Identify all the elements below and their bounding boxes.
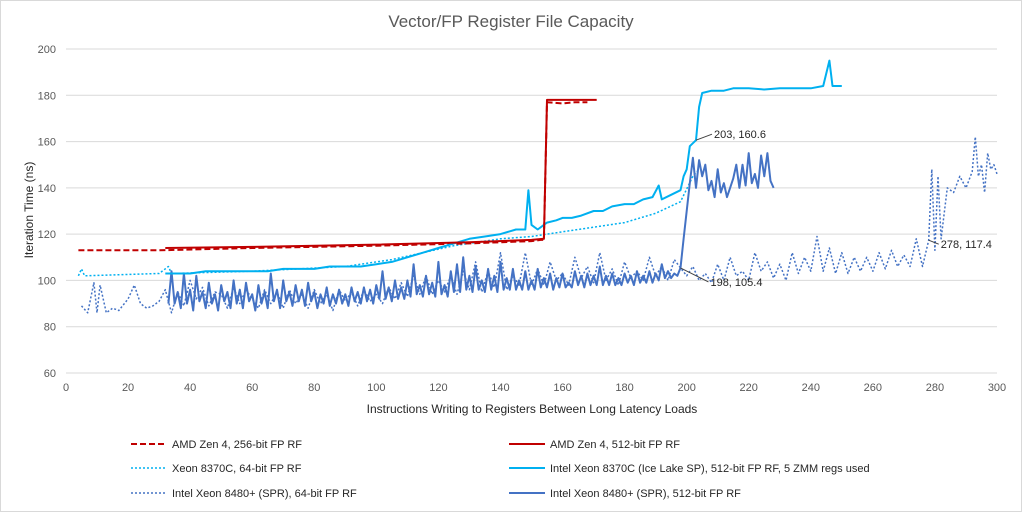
- y-tick-label: 160: [38, 137, 56, 149]
- annotation-label: 203, 160.6: [714, 129, 766, 141]
- series-line: [165, 59, 842, 275]
- annotation-leader: [928, 239, 939, 245]
- legend-label: Intel Xeon 8370C (Ice Lake SP), 512-bit …: [550, 463, 870, 475]
- y-tick-label: 180: [38, 90, 56, 102]
- series-line: [78, 101, 588, 252]
- legend: AMD Zen 4, 256-bit FP RF AMD Zen 4, 512-b…: [131, 439, 870, 500]
- x-tick-label: 160: [553, 382, 571, 394]
- legend-label: AMD Zen 4, 512-bit FP RF: [550, 439, 680, 451]
- legend-label: Intel Xeon 8480+ (SPR), 64-bit FP RF: [172, 488, 357, 500]
- legend-label: AMD Zen 4, 256-bit FP RF: [172, 439, 302, 451]
- annotation-leader: [695, 133, 713, 141]
- chart-title: Vector/FP Register File Capacity: [388, 12, 634, 31]
- y-tick-label: 120: [38, 229, 56, 241]
- x-tick-label: 60: [246, 382, 258, 394]
- x-tick-labels: 0 20 40 60 80 100 120 140 160 180 200 220 240 260 280 3…: [63, 382, 1006, 394]
- y-tick-label: 80: [44, 322, 56, 334]
- legend-label: Intel Xeon 8480+ (SPR), 512-bit FP RF: [550, 488, 741, 500]
- y-tick-labels: 60 80 100 120 140 160 180 200: [38, 44, 56, 380]
- x-tick-label: 220: [740, 382, 758, 394]
- x-tick-label: 20: [122, 382, 134, 394]
- x-tick-label: 300: [988, 382, 1006, 394]
- annotation-label: 278, 117.4: [941, 239, 992, 251]
- legend-label: Xeon 8370C, 64-bit FP RF: [172, 463, 302, 475]
- x-tick-label: 200: [677, 382, 695, 394]
- y-axis-label: Iteration Time (ns): [22, 162, 36, 259]
- y-tick-label: 60: [44, 368, 56, 380]
- annotations: 203, 160.6 198, 105.4 278, 117.4: [680, 129, 992, 289]
- x-tick-label: 0: [63, 382, 69, 394]
- x-tick-label: 280: [926, 382, 944, 394]
- x-tick-label: 100: [367, 382, 385, 394]
- y-tick-label: 100: [38, 275, 56, 287]
- series-lines: [77, 59, 998, 314]
- y-tick-label: 200: [38, 44, 56, 56]
- x-tick-label: 80: [308, 382, 320, 394]
- x-tick-label: 40: [184, 382, 196, 394]
- x-axis-label: Instructions Writing to Registers Betwee…: [367, 402, 698, 416]
- annotation-label: 198, 105.4: [710, 277, 762, 289]
- x-tick-label: 240: [802, 382, 820, 394]
- series-line: [165, 98, 597, 249]
- x-tick-label: 180: [615, 382, 633, 394]
- series-line: [77, 168, 700, 277]
- series-line: [167, 152, 775, 312]
- x-tick-label: 260: [864, 382, 882, 394]
- x-tick-label: 120: [429, 382, 447, 394]
- x-tick-label: 140: [491, 382, 509, 394]
- y-tick-label: 140: [38, 183, 56, 195]
- annotation-leader: [680, 267, 709, 283]
